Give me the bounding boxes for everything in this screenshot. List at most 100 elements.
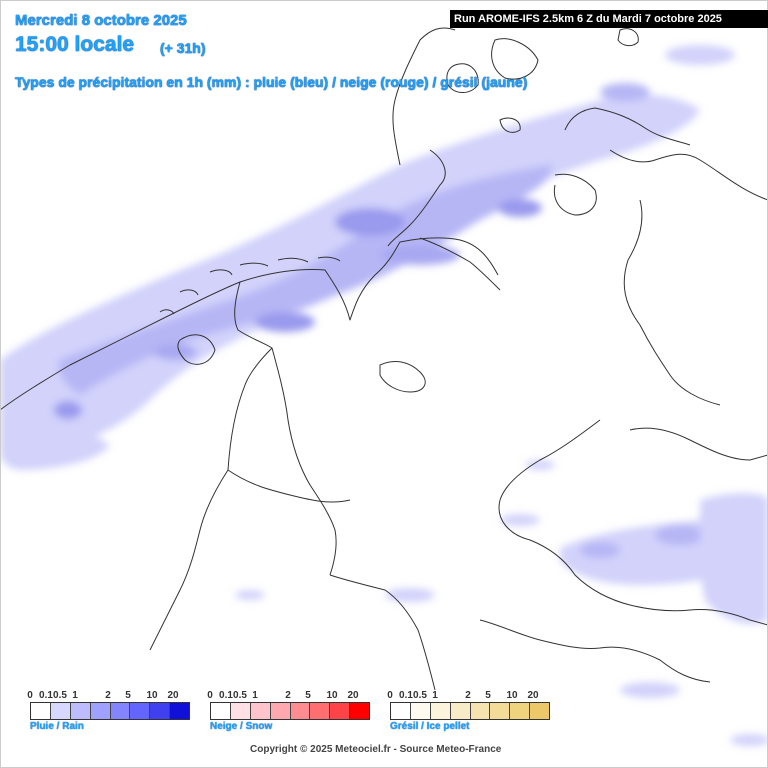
legend-swatch bbox=[290, 703, 311, 719]
coastline-netherlands bbox=[0, 281, 273, 471]
rain-spot bbox=[500, 514, 540, 526]
legend-tick-label: 5 bbox=[305, 690, 311, 701]
legend-tick-label: 0.5 bbox=[413, 690, 427, 701]
legend-ticks: 0 0.1 0.5 1 2 5 10 20 bbox=[207, 690, 370, 702]
rain-cell bbox=[655, 525, 705, 545]
model-run-banner: Run AROME-IFS 2.5km 6 Z du Mardi 7 octob… bbox=[450, 10, 768, 28]
legend-swatch bbox=[470, 703, 491, 719]
legend-swatch bbox=[490, 703, 511, 719]
legend-tick-label: 20 bbox=[167, 690, 179, 701]
legend-label: Grésil / Ice pellet bbox=[390, 721, 470, 732]
rain-spot bbox=[235, 590, 265, 600]
legend-rain: 0 0.1 0.5 1 2 5 10 20 Pluie / Rain bbox=[27, 690, 190, 732]
rain-area-east bbox=[700, 493, 768, 624]
coastline-germany-north bbox=[239, 237, 499, 321]
border-czech-poland bbox=[629, 427, 768, 461]
island-fehmarn bbox=[499, 117, 521, 133]
legend-tick-label: 0 bbox=[27, 690, 33, 701]
forecast-lead-time: (+ 31h) bbox=[160, 40, 206, 56]
legend-tick-label: 5 bbox=[485, 690, 491, 701]
legend-swatch bbox=[90, 703, 111, 719]
rain-spot bbox=[730, 734, 768, 746]
island-funen bbox=[446, 63, 479, 93]
forecast-date: Mercredi 8 octobre 2025 bbox=[15, 12, 187, 29]
map-subtitle: Types de précipitation en 1h (mm) : plui… bbox=[15, 74, 528, 90]
legend-tick-label: 10 bbox=[146, 690, 158, 701]
map-lines bbox=[0, 27, 768, 691]
legend-swatch bbox=[150, 703, 171, 719]
legend-tick-label: 10 bbox=[506, 690, 518, 701]
legend-tick-label: 0.5 bbox=[53, 690, 67, 701]
legend-swatch bbox=[350, 703, 369, 719]
legend-tick-label: 0.1 bbox=[399, 690, 413, 701]
legend-tick-label: 0.1 bbox=[219, 690, 233, 701]
legend-ticks: 0 0.1 0.5 1 2 5 10 20 bbox=[27, 690, 190, 702]
coastline-rugen bbox=[553, 173, 597, 216]
border-germany-czech bbox=[498, 419, 631, 606]
legend-label: Neige / Snow bbox=[210, 721, 273, 732]
legend-ticks: 0 0.1 0.5 1 2 5 10 20 bbox=[387, 690, 550, 702]
legend-swatch bbox=[391, 703, 411, 719]
legend-tick-label: 1 bbox=[432, 690, 438, 701]
legend-tick-label: 5 bbox=[125, 690, 131, 701]
border-germany-netherlands bbox=[271, 347, 311, 486]
legend-swatch bbox=[270, 703, 291, 719]
rain-cell bbox=[580, 542, 620, 558]
legend-swatch bbox=[130, 703, 151, 719]
legend-tick-label: 0.5 bbox=[233, 690, 247, 701]
legend-swatch bbox=[170, 703, 189, 719]
copyright-notice: Copyright © 2025 Meteociel.fr - Source M… bbox=[250, 744, 502, 755]
legend-color-scale bbox=[210, 702, 370, 720]
legend-ice-pellet: 0 0.1 0.5 1 2 5 10 20 Grésil / Ice pellet bbox=[387, 690, 550, 732]
legend-tick-label: 20 bbox=[527, 690, 539, 701]
legend-swatch bbox=[31, 703, 51, 719]
legend-swatch bbox=[330, 703, 351, 719]
island-zealand bbox=[491, 38, 539, 80]
border-germany-austria bbox=[479, 619, 711, 683]
legend-color-scale bbox=[390, 702, 550, 720]
lake-ijssel bbox=[177, 334, 216, 365]
coastline-denmark bbox=[392, 27, 456, 166]
rain-cell bbox=[600, 83, 650, 101]
island-bornholm bbox=[617, 28, 639, 47]
coastline-poland bbox=[609, 149, 768, 201]
lake-muritz bbox=[379, 361, 426, 393]
rain-areas bbox=[0, 45, 768, 746]
rain-spot bbox=[620, 682, 680, 698]
coastline-sweden bbox=[564, 107, 691, 146]
legend-swatch bbox=[310, 703, 331, 719]
legend-tick-label: 0 bbox=[387, 690, 393, 701]
rain-cell bbox=[498, 199, 542, 217]
forecast-time: 15:00 locale bbox=[15, 33, 135, 56]
legend-swatch bbox=[410, 703, 431, 719]
legend-swatch bbox=[450, 703, 471, 719]
legend-swatch bbox=[110, 703, 131, 719]
border-france-belgium bbox=[149, 469, 229, 651]
rain-cell bbox=[335, 208, 405, 236]
coastline-germany-baltic bbox=[387, 149, 446, 247]
legend-label: Pluie / Rain bbox=[30, 721, 84, 732]
legend-swatch bbox=[250, 703, 271, 719]
legend-tick-label: 2 bbox=[465, 690, 471, 701]
border-germany-france bbox=[329, 574, 436, 691]
border-netherlands-belgium bbox=[227, 469, 351, 503]
elbe-estuary bbox=[419, 237, 501, 291]
frisian-islands bbox=[159, 256, 341, 315]
legend-tick-label: 0.1 bbox=[39, 690, 53, 701]
rain-cell bbox=[54, 401, 82, 419]
rain-cell bbox=[255, 312, 315, 332]
legend-swatch bbox=[530, 703, 549, 719]
legend-swatch bbox=[50, 703, 71, 719]
rain-spot bbox=[385, 588, 435, 602]
legend-tick-label: 0 bbox=[207, 690, 213, 701]
legend-swatch bbox=[510, 703, 531, 719]
border-germany-poland bbox=[623, 199, 721, 406]
border-czech-austria bbox=[629, 604, 768, 626]
legend-swatch bbox=[211, 703, 231, 719]
rain-cell bbox=[153, 344, 197, 360]
legend-color-scale bbox=[30, 702, 190, 720]
legend-tick-label: 2 bbox=[105, 690, 111, 701]
legend-tick-label: 1 bbox=[72, 690, 78, 701]
rain-area-west bbox=[0, 419, 110, 470]
